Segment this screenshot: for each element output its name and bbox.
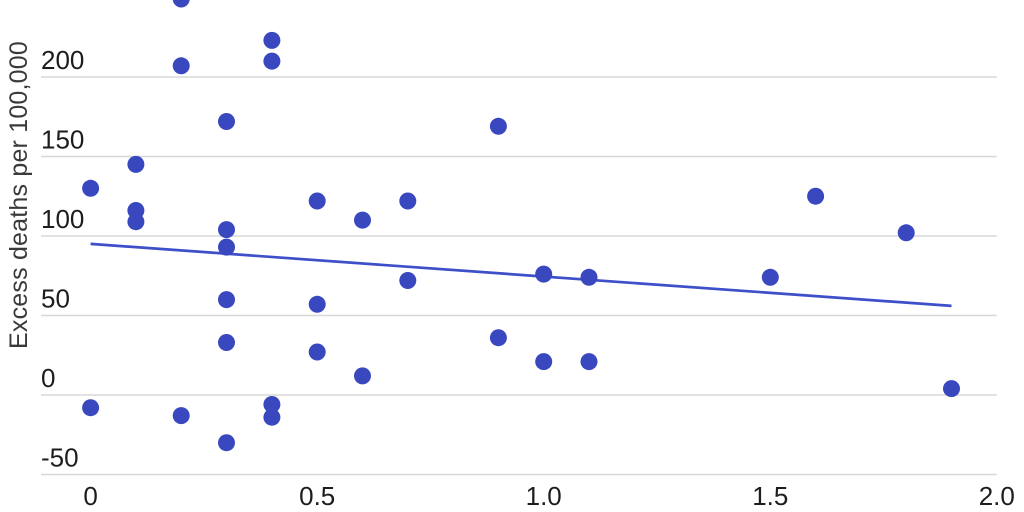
y-axis-title: Excess deaths per 100,000 — [5, 41, 33, 349]
data-point — [263, 52, 281, 70]
data-point — [172, 0, 190, 8]
data-point — [535, 265, 553, 283]
data-point — [354, 367, 371, 385]
data-points — [82, 0, 960, 452]
data-point — [218, 113, 235, 130]
data-point — [172, 407, 190, 425]
y-tick-label: 200 — [41, 45, 84, 75]
data-point — [127, 155, 145, 173]
y-axis-tick-labels: -50 0 50 100 150 200 — [41, 45, 84, 473]
data-point — [218, 221, 235, 239]
data-point — [399, 192, 417, 210]
data-point — [127, 213, 145, 231]
data-point — [489, 117, 507, 135]
data-point — [172, 57, 190, 75]
data-point — [82, 179, 100, 197]
y-tick-label: 0 — [41, 363, 55, 393]
data-point — [82, 399, 100, 417]
y-tick-label: 150 — [41, 125, 84, 155]
data-point — [535, 353, 553, 371]
x-tick-label: 1.5 — [752, 481, 788, 511]
data-point — [263, 408, 281, 426]
x-axis-tick-labels: 0 0.5 1.0 1.5 2.0 — [83, 481, 1015, 511]
x-tick-label: 0.5 — [299, 481, 335, 511]
gridlines — [41, 76, 997, 476]
data-point — [580, 353, 598, 371]
data-point — [489, 329, 507, 347]
data-point — [218, 238, 235, 256]
data-point — [218, 434, 235, 452]
data-point — [308, 295, 326, 313]
y-tick-label: -50 — [41, 443, 79, 473]
data-point — [263, 396, 281, 413]
x-tick-label: 0 — [83, 481, 97, 511]
trend-line — [90, 242, 952, 308]
data-point — [308, 343, 326, 361]
x-tick-label: 1.0 — [526, 481, 562, 511]
data-point — [218, 291, 235, 309]
x-tick-label: 2.0 — [979, 481, 1015, 511]
data-point — [761, 268, 779, 286]
data-point — [399, 272, 417, 289]
data-point — [354, 211, 371, 229]
y-tick-label: 100 — [41, 204, 84, 234]
data-point — [218, 334, 235, 351]
data-point — [943, 380, 960, 398]
data-point — [263, 31, 281, 49]
data-point — [580, 268, 598, 286]
data-point — [897, 224, 915, 242]
data-point — [807, 187, 825, 205]
y-tick-label: 50 — [41, 284, 70, 314]
data-point — [308, 192, 326, 210]
